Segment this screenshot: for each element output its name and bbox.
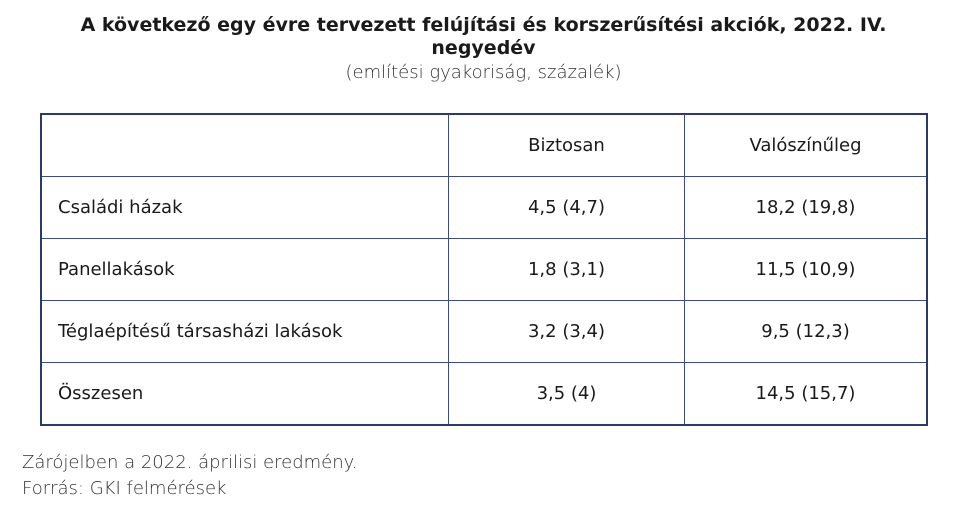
row: Panellakások 1,8 (3,1) 11,5 (10,9) [40,238,928,301]
row: Családi házak 4,5 (4,7) 18,2 (19,8) [40,176,928,239]
column-header: Valószínűleg [684,113,928,177]
row: Összesen 3,5 (4) 14,5 (15,7) [40,362,928,426]
source: Forrás: GKI felmérések [22,478,227,499]
row-label: Családi házak [40,176,449,239]
title: A következő egy évre tervezett felújítás… [80,14,887,59]
column-header: Biztosan [448,113,685,177]
cell: 11,5 (10,9) [684,238,928,301]
footnote: Zárójelben a 2022. áprilisi eredmény. [22,452,358,473]
cell: 18,2 (19,8) [684,176,928,239]
table: Biztosan Valószínűleg Családi házak 4,5 … [40,113,928,426]
subtitle: (említési gyakoriság, százalék) [345,62,622,83]
cell: 4,5 (4,7) [448,176,685,239]
row-label: Összesen [40,362,449,426]
cell: 3,2 (3,4) [448,300,685,363]
cell: 9,5 (12,3) [684,300,928,363]
header-row: Biztosan Valószínűleg [40,113,928,177]
cell: 1,8 (3,1) [448,238,685,301]
cell: 14,5 (15,7) [684,362,928,426]
cell: 3,5 (4) [448,362,685,426]
row-label: Panellakások [40,238,449,301]
row-label: Téglaépítésű társasházi lakások [40,300,449,363]
corner-cell [40,113,449,177]
row: Téglaépítésű társasházi lakások 3,2 (3,4… [40,300,928,363]
